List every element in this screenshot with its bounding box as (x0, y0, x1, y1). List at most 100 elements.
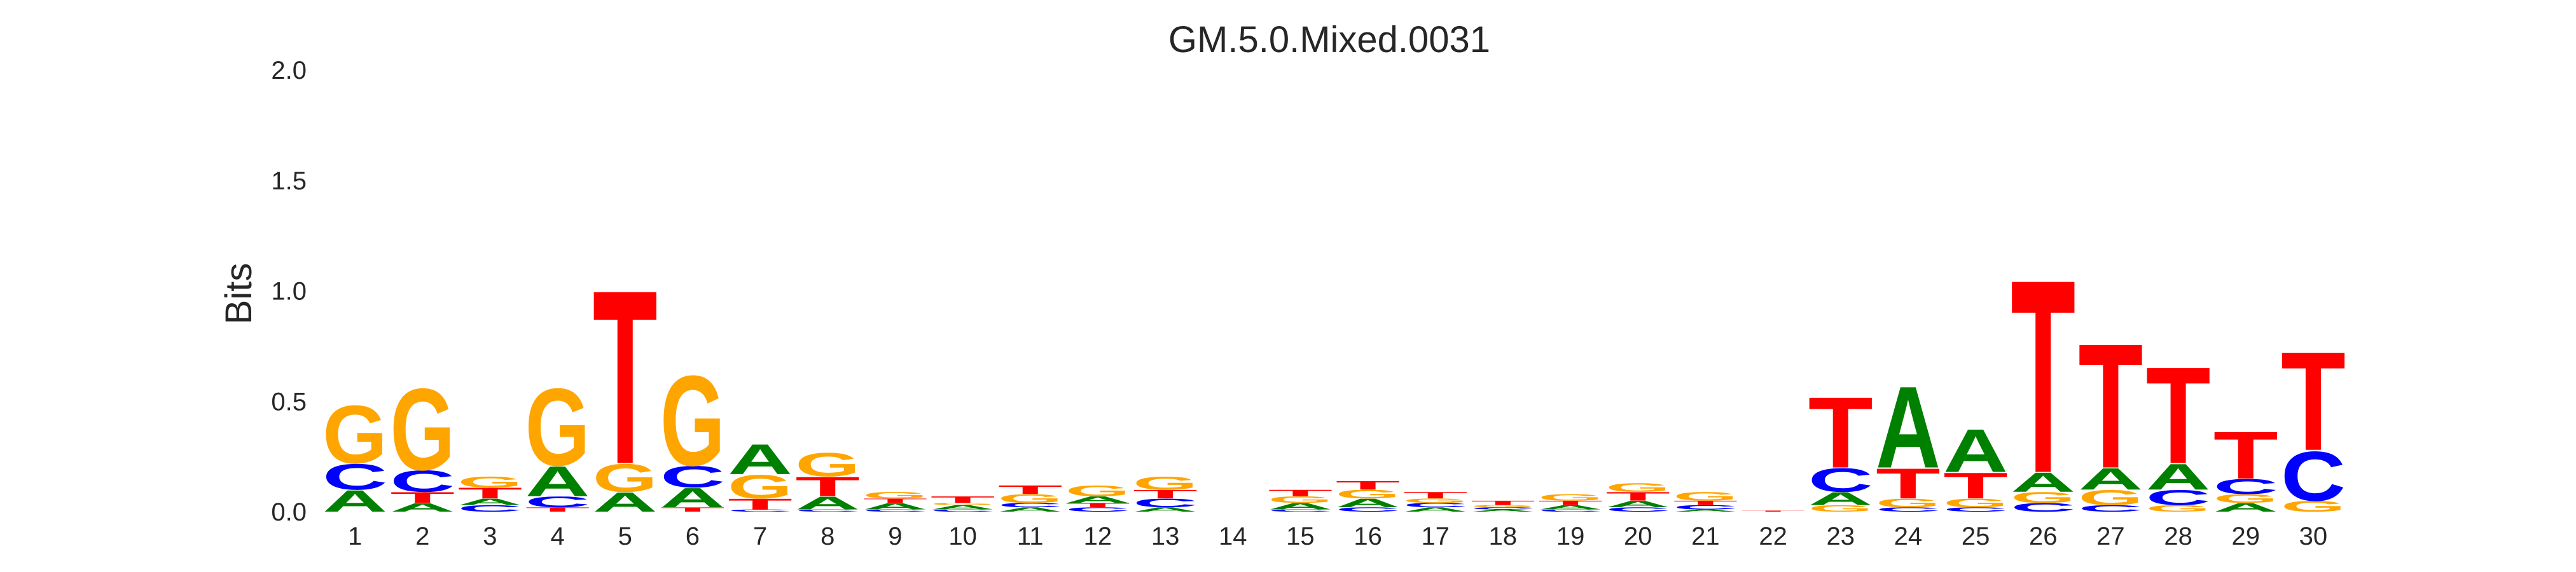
logo-letter-t: T (1605, 489, 1670, 503)
logo-letter-t: T (998, 483, 1063, 497)
logo-letter-c: C (2011, 501, 2075, 514)
logo-letter-a: A (1336, 496, 1401, 510)
logo-letter-c: C (390, 465, 455, 499)
x-tick-label: 30 (2299, 522, 2328, 550)
logo-letter-g: G (660, 349, 725, 493)
x-tick-label: 9 (888, 522, 902, 550)
logo-letter-c: C (998, 501, 1063, 508)
logo-letter-g: G (998, 492, 1063, 506)
logo-letter-g: G (1403, 497, 1468, 504)
logo-letter-g: G (795, 446, 860, 484)
logo-letter-g: G (390, 364, 455, 494)
logo-letter-a: A (390, 501, 455, 514)
x-tick-label: 5 (618, 522, 632, 550)
logo-letter-g: G (931, 502, 995, 505)
x-tick-label: 17 (1422, 522, 1450, 550)
x-tick-label: 8 (821, 522, 834, 550)
logo-letter-t: T (862, 497, 927, 504)
logo-letter-g: G (457, 473, 522, 491)
x-tick-label: 12 (1084, 522, 1112, 550)
x-tick-label: 21 (1691, 522, 1720, 550)
logo-letter-t: T (1133, 487, 1198, 501)
x-tick-label: 7 (753, 522, 767, 550)
logo-letter-a: A (2213, 501, 2278, 514)
x-tick-label: 27 (2096, 522, 2125, 550)
y-tick-label: 0.5 (271, 388, 307, 416)
logo-letter-t: T (1876, 460, 1941, 507)
logo-letter-g: G (1538, 493, 1603, 503)
logo-letter-c: C (862, 509, 927, 512)
logo-position-stack: GCT (2281, 322, 2346, 515)
x-tick-label: 11 (1017, 522, 1044, 550)
logo-letter-a: A (525, 458, 590, 505)
logo-letter-t: T (2213, 417, 2278, 493)
logo-letter-t: T (1538, 500, 1603, 507)
logo-letter-g: G (2078, 486, 2143, 510)
logo-letter-g: G (1605, 480, 1670, 494)
x-tick-label: 25 (1962, 522, 1990, 550)
logo-letter-a: A (593, 487, 658, 518)
logo-letter-c: C (795, 509, 860, 512)
logo-letter-a: A (1268, 501, 1333, 512)
logo-letter-c: C (2078, 503, 2143, 514)
logo-letter-a: A (457, 497, 522, 507)
logo-letter-a: A (795, 493, 860, 513)
logo-letter-c: C (457, 503, 522, 514)
logo-letter-a: A (2146, 456, 2211, 498)
y-tick-label: 1.0 (271, 278, 307, 306)
logo-letter-t: T (2281, 322, 2346, 480)
logo-letter-g: G (862, 490, 927, 500)
logo-letter-g: G (322, 388, 387, 481)
logo-letter-t: T (457, 484, 522, 501)
y-tick-label: 1.5 (271, 167, 307, 195)
logo-letter-g: G (2146, 503, 2211, 514)
x-tick-label: 22 (1759, 522, 1787, 550)
chart-title: GM.5.0.Mixed.0031 (1168, 19, 1490, 60)
logo-letter-t: T (1471, 500, 1535, 507)
logo-letter-t: T (795, 471, 860, 501)
logo-letter-t: T (2011, 222, 2075, 531)
logo-letter-g: G (525, 365, 590, 489)
logo-letter-t: T (1065, 501, 1130, 508)
logo-letter-a: A (2078, 462, 2143, 496)
logo-position-stack: AGT (593, 238, 658, 518)
logo-letter-g: G (1268, 494, 1333, 505)
logo-position-stack: ACG (322, 388, 387, 519)
logo-letter-a: A (728, 435, 793, 483)
logo-letter-a: A (931, 504, 995, 511)
logo-letter-t: T (1268, 488, 1333, 498)
x-tick-label: 13 (1151, 522, 1180, 550)
logo-letter-t: T (2146, 339, 2211, 493)
logo-letter-t: T (660, 506, 725, 513)
logo-letter-t: T (1741, 510, 1806, 512)
logo-letter-a: A (1065, 494, 1130, 505)
logo-letter-g: G (1065, 482, 1130, 500)
logo-letter-t: T (525, 506, 590, 513)
y-axis-ticks: 0.0 0.5 1.0 1.5 2.0 (271, 57, 307, 526)
logo-letter-g: G (1471, 505, 1535, 508)
logo-letter-a: A (998, 506, 1063, 513)
logo-letter-g: G (1808, 503, 1873, 514)
x-tick-label: 10 (948, 522, 977, 550)
logo-letter-c: C (1268, 509, 1333, 512)
logo-letter-a: A (1943, 416, 2008, 485)
logo-letter-c: C (1336, 506, 1401, 513)
x-tick-label: 20 (1624, 522, 1652, 550)
